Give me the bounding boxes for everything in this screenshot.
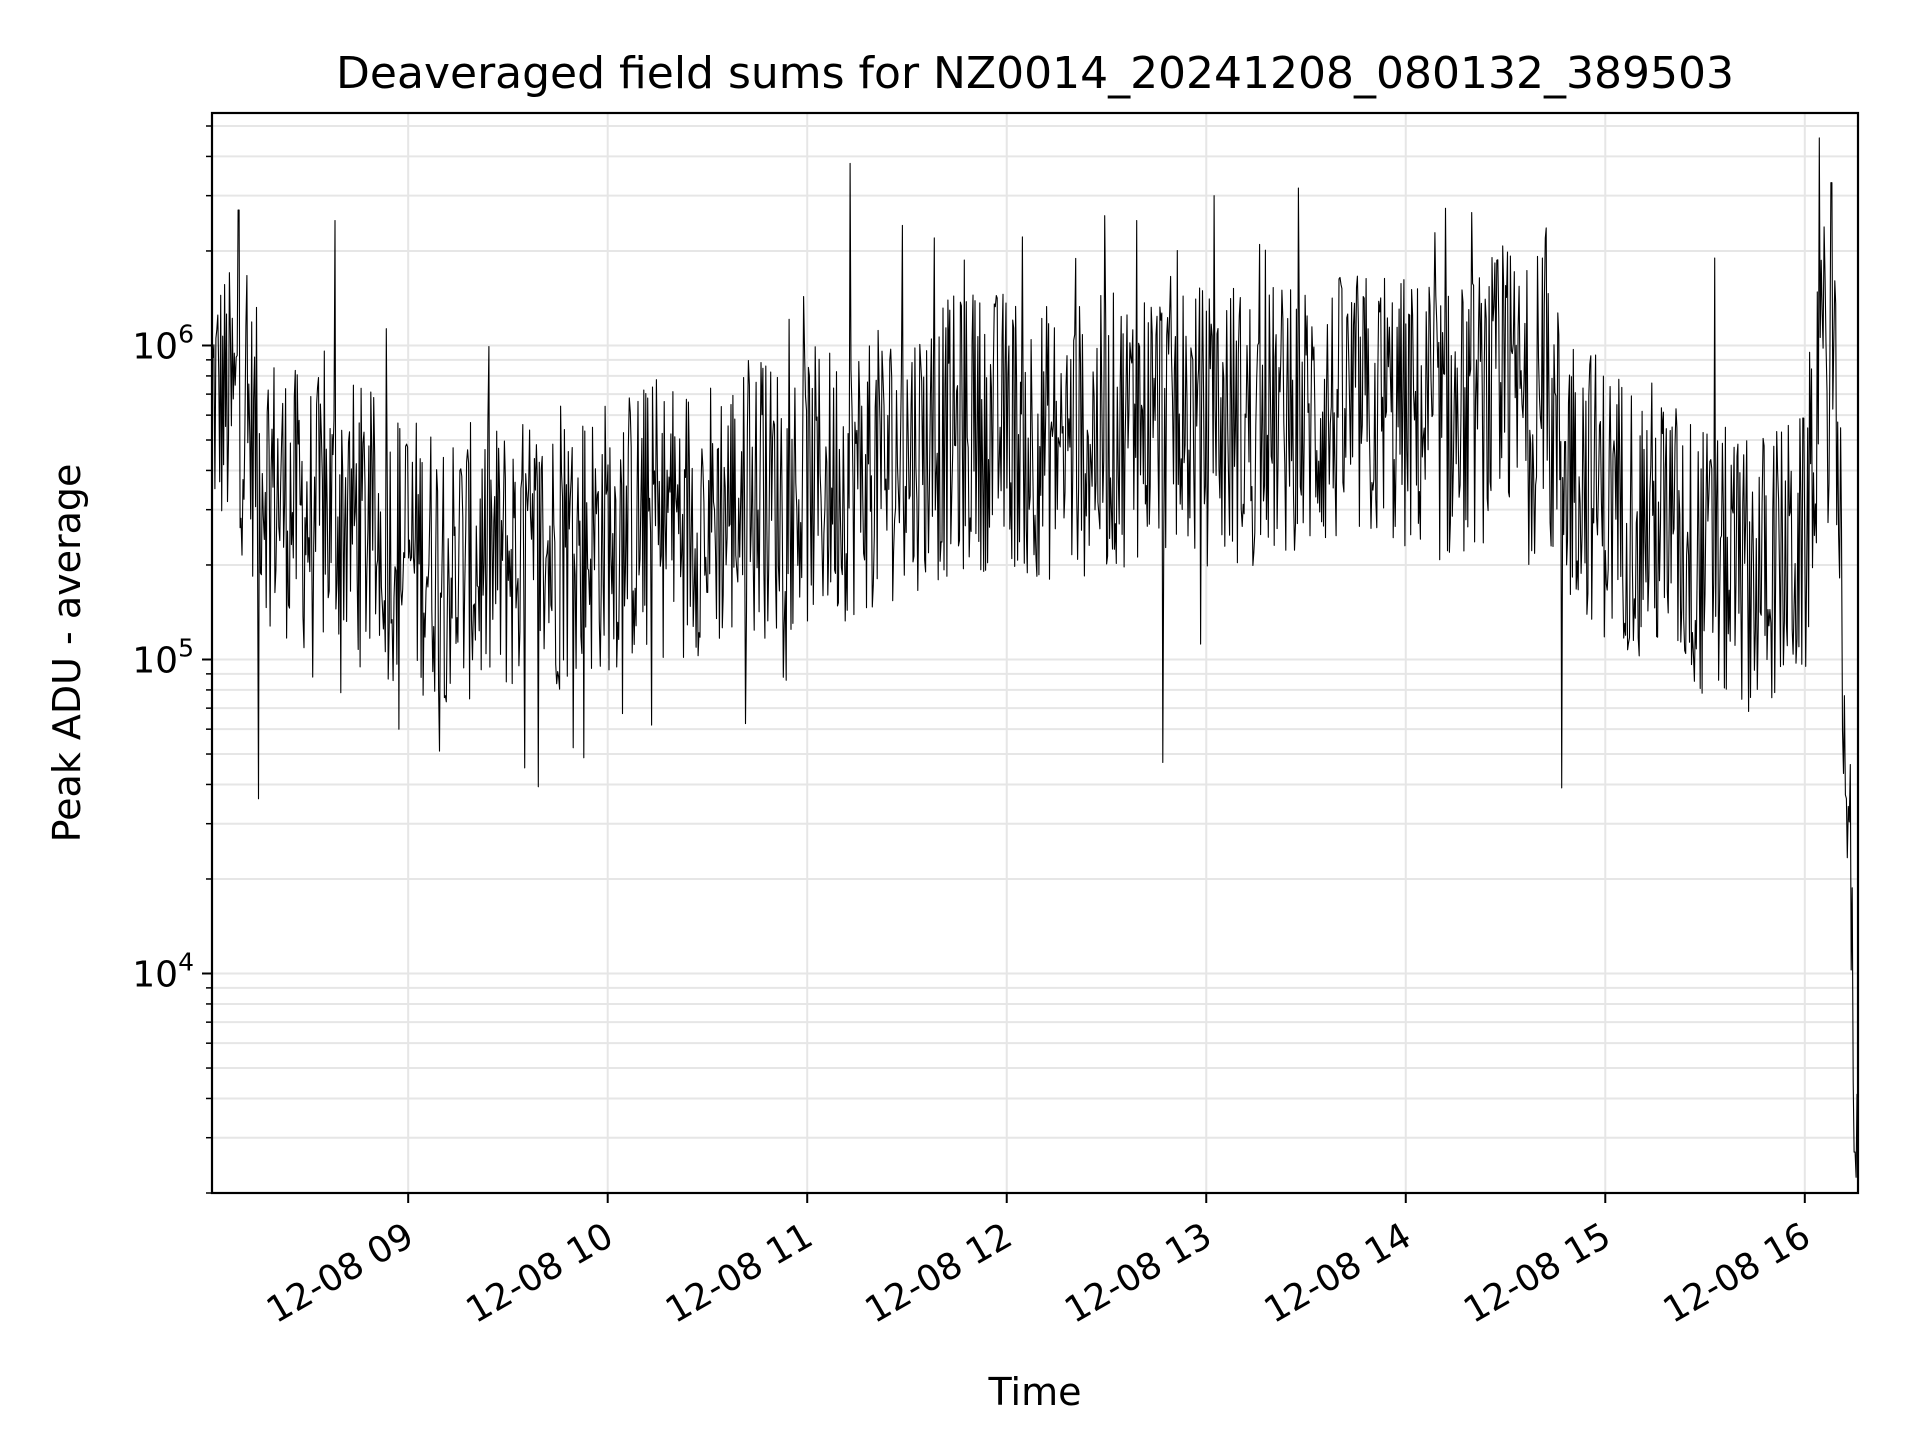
grid xyxy=(212,113,1858,1194)
x-axis-label: Time xyxy=(988,1370,1082,1414)
plot-area xyxy=(211,137,1859,1178)
x-tick-label: 12-08 10 xyxy=(460,1215,621,1331)
chart-title: Deaveraged field sums for NZ0014_2024120… xyxy=(336,48,1734,99)
x-axis: 12-08 09 12-08 10 12-08 11 12-08 12 12-08 13… xyxy=(260,1193,1817,1332)
y-axis: 104 105 106 xyxy=(132,125,212,1194)
x-tick-label: 12-08 15 xyxy=(1457,1215,1618,1331)
y-axis-label: Peak ADU - average xyxy=(45,464,89,843)
series-line xyxy=(211,137,1859,1178)
x-tick-label: 12-08 12 xyxy=(859,1215,1020,1331)
x-tick-label: 12-08 16 xyxy=(1657,1215,1818,1331)
y-tick-label: 104 xyxy=(132,948,194,996)
y-tick-label: 106 xyxy=(132,319,194,367)
x-tick-label: 12-08 09 xyxy=(260,1215,421,1331)
axes-frame xyxy=(210,111,1860,1195)
x-tick-label: 12-08 11 xyxy=(659,1215,820,1331)
x-tick-label: 12-08 14 xyxy=(1258,1215,1419,1331)
x-tick-label: 12-08 13 xyxy=(1058,1215,1219,1331)
y-tick-label: 105 xyxy=(132,633,194,681)
